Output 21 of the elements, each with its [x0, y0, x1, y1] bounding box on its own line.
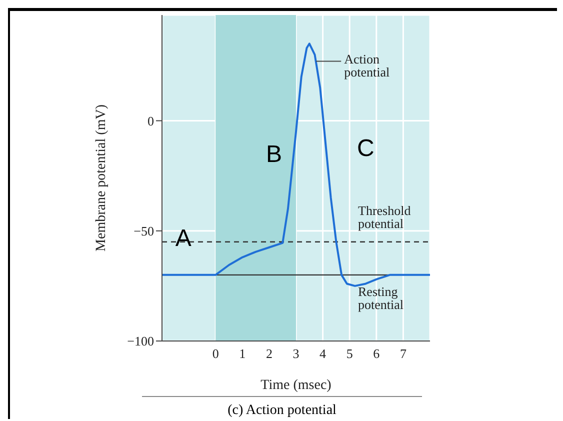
y-axis-title: Membrane potential (mV) — [94, 104, 109, 252]
line-series — [162, 42, 430, 287]
x-tick-label: 5 — [346, 346, 353, 362]
x-tick-label: 0 — [212, 346, 219, 362]
ref-line-label: Threshold potential — [358, 203, 412, 232]
y-tick-label: −50 — [134, 223, 154, 238]
x-axis-title: Time (msec) — [260, 378, 332, 393]
x-tick-label: 1 — [239, 346, 246, 362]
text: (c) Action potential — [226, 403, 338, 419]
y-tick-label: 0 — [148, 113, 154, 128]
x-tick-label: 4 — [320, 346, 327, 362]
y-tick-label: −100 — [127, 334, 154, 349]
annotation: A — [175, 225, 192, 252]
annotation: B — [266, 141, 282, 168]
annotation: Action potential — [344, 51, 390, 80]
x-tick-label: 7 — [400, 346, 407, 362]
x-tick-label: 6 — [373, 346, 380, 362]
ref-line-label: Resting potential — [358, 284, 404, 312]
annotation: C — [357, 135, 374, 162]
x-tick-label: 3 — [292, 346, 300, 362]
x-tick-label: 2 — [266, 346, 272, 362]
